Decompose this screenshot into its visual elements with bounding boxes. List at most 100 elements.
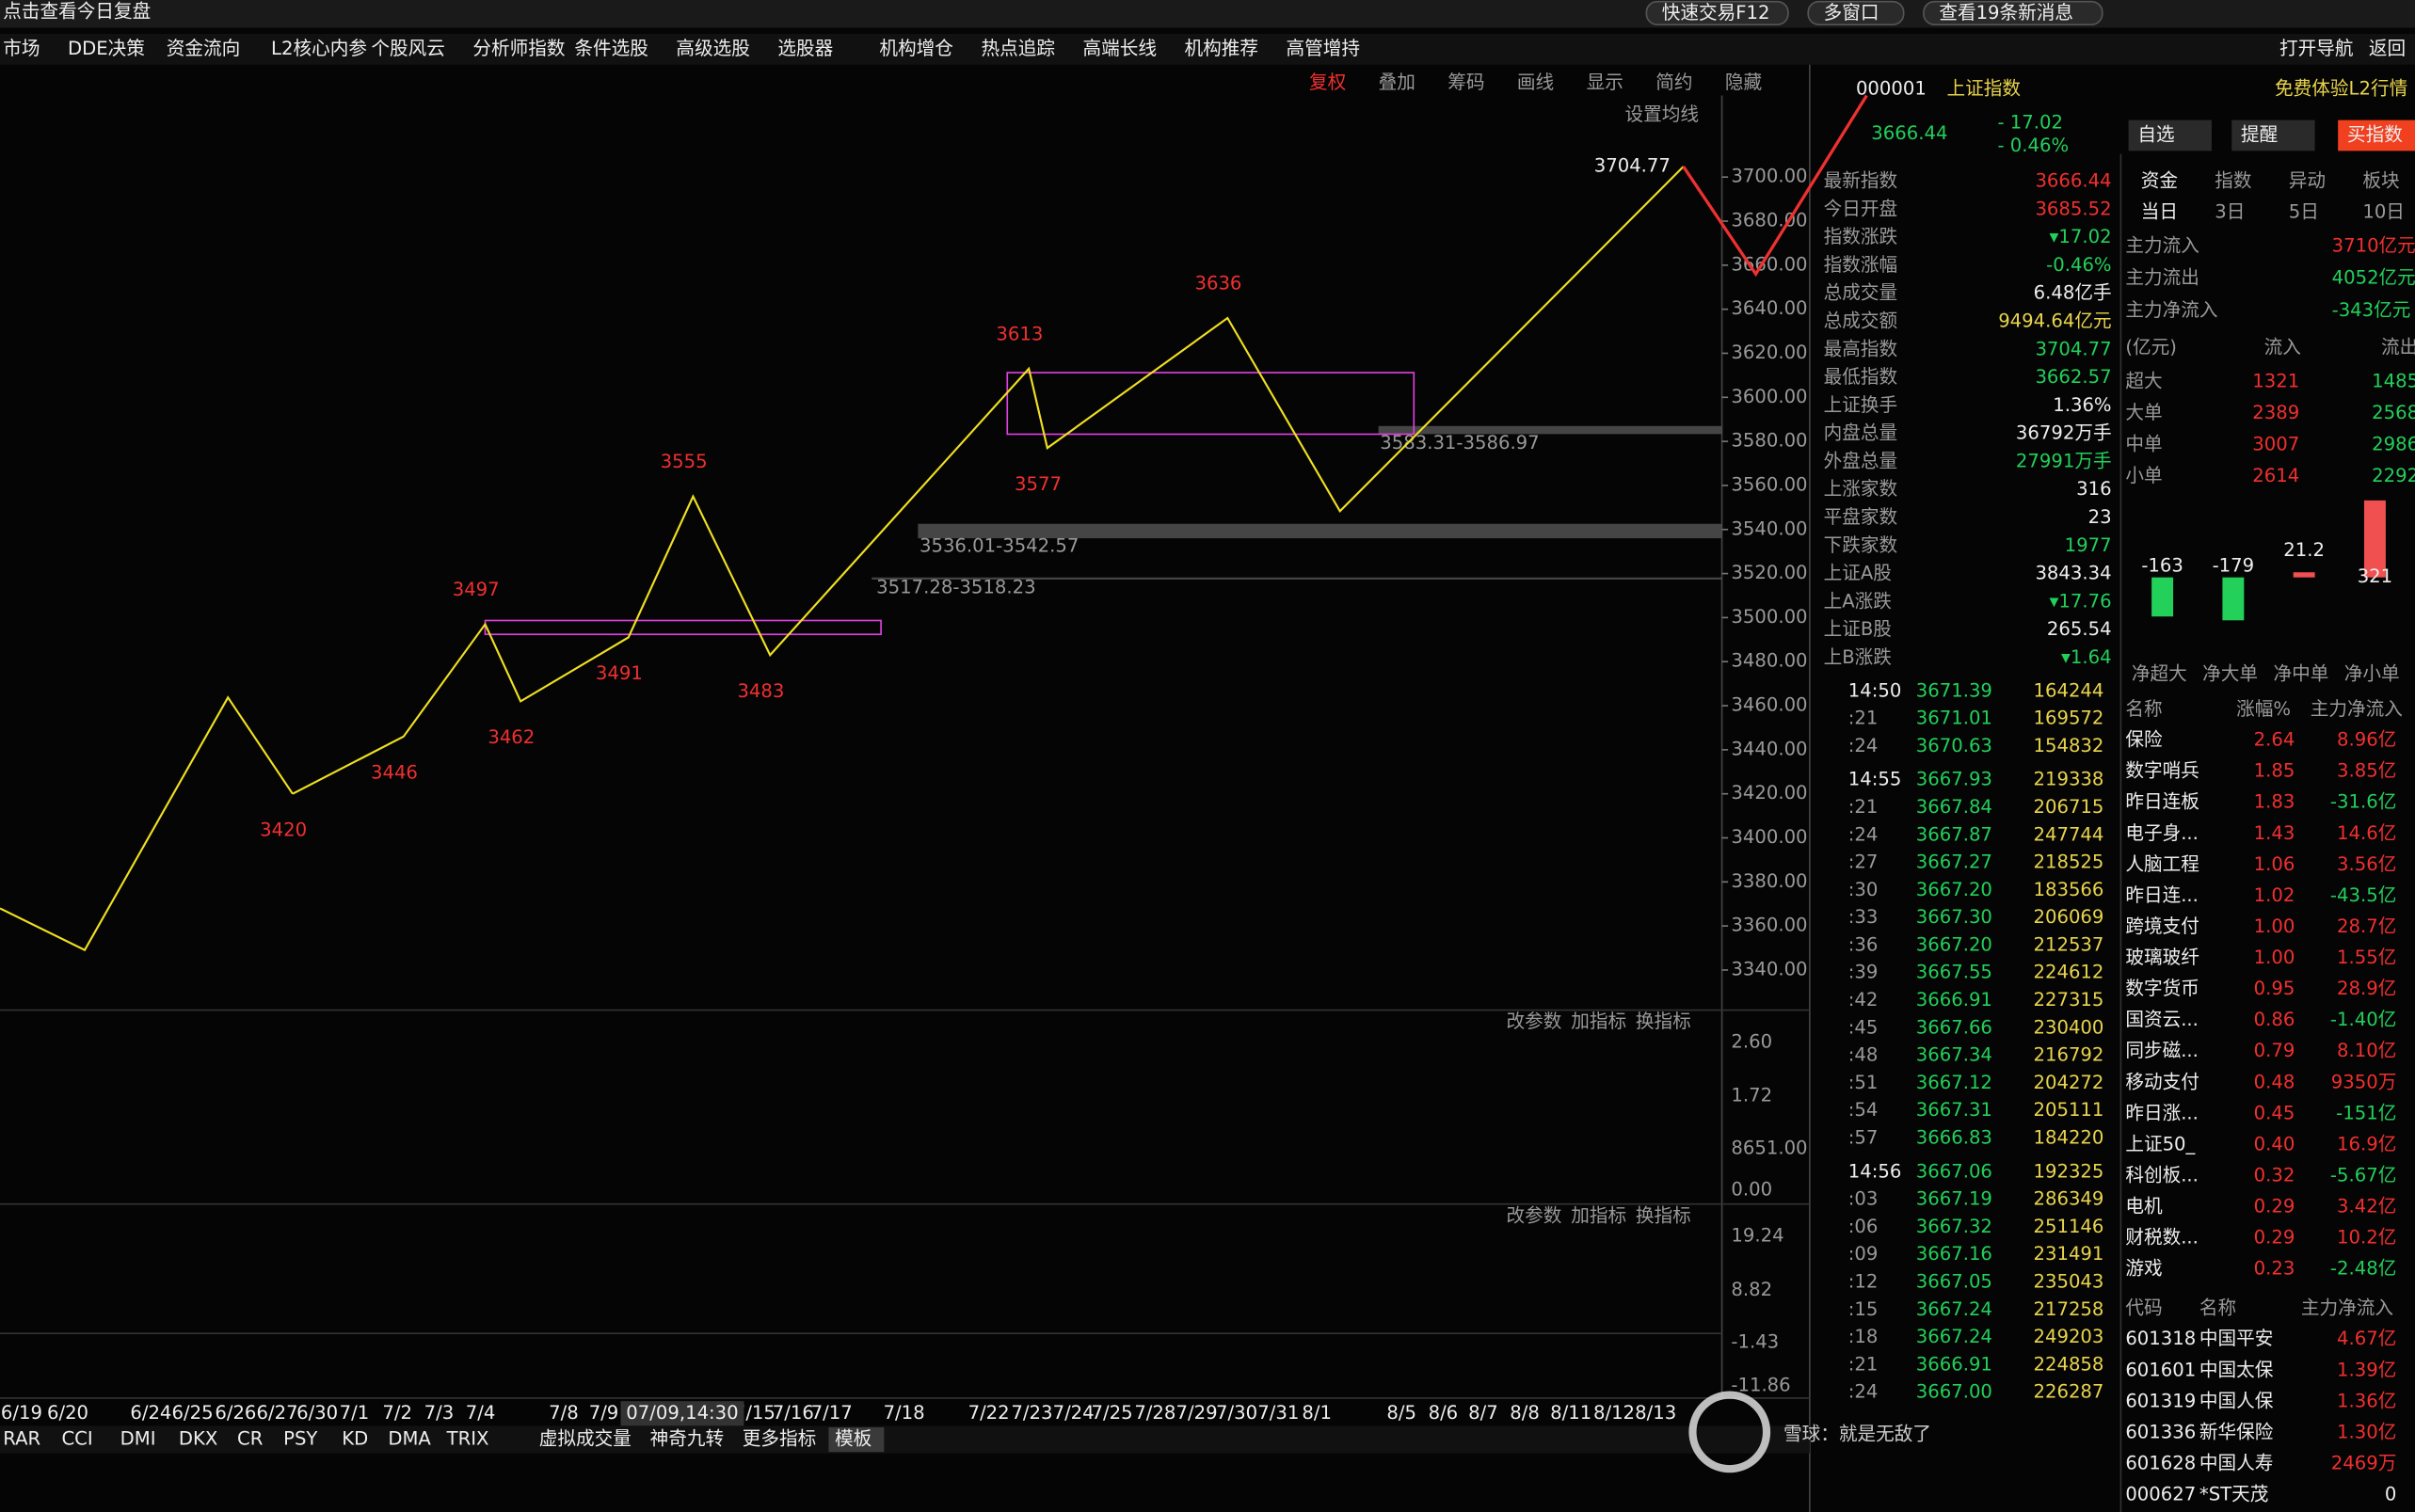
toolbar-item[interactable]: 画线	[1517, 72, 1554, 93]
panel-tool[interactable]: 改参数	[1506, 1011, 1561, 1032]
indicator-tab[interactable]: PSY	[283, 1428, 318, 1450]
panel-tool[interactable]: 加指标	[1571, 1204, 1626, 1226]
sector-name[interactable]: 昨日连...	[2125, 884, 2199, 906]
sector-name[interactable]: 电子身...	[2125, 822, 2199, 844]
toolbar-item[interactable]: 简约	[1655, 72, 1692, 93]
x-tick-label: 6/30	[296, 1402, 338, 1424]
indicator-tab[interactable]: RAR	[3, 1428, 40, 1450]
indicator-tab[interactable]: DMI	[120, 1428, 156, 1450]
menu-item[interactable]: 分析师指数	[472, 38, 565, 59]
side-button-label[interactable]: 买指数	[2347, 124, 2403, 146]
top-button[interactable]	[1923, 0, 2103, 26]
menu-item[interactable]: 个股风云	[371, 38, 445, 59]
top-button-label[interactable]: 多窗口	[1824, 2, 1879, 24]
sector-name[interactable]: 电机	[2125, 1195, 2163, 1217]
menu-item[interactable]: 机构推荐	[1184, 38, 1258, 59]
stock-code[interactable]: 601601	[2125, 1359, 2196, 1380]
stock-name[interactable]: *ST天茂	[2199, 1483, 2269, 1504]
side-button[interactable]	[2128, 119, 2212, 151]
indicator-tab[interactable]: DKX	[179, 1428, 217, 1450]
menu-item[interactable]: L2核心内参	[271, 38, 367, 59]
stock-name[interactable]: 中国人保	[2199, 1390, 2274, 1411]
menu-item[interactable]: 返回	[2369, 38, 2406, 59]
stock-name[interactable]: 中国人寿	[2199, 1452, 2274, 1473]
toolbar-item[interactable]: 显示	[1587, 72, 1623, 93]
stock-code[interactable]: 601319	[2125, 1390, 2196, 1411]
top-left-link[interactable]: 点击查看今日复盘	[3, 1, 151, 23]
sector-name[interactable]: 昨日涨...	[2125, 1102, 2199, 1123]
sector-name[interactable]: 游戏	[2125, 1258, 2162, 1280]
tick-price: 3667.55	[1916, 962, 1992, 983]
stock-name[interactable]: 新华保险	[2199, 1421, 2274, 1442]
fund-period[interactable]: 5日	[2289, 200, 2319, 222]
toolbar-item[interactable]: 叠加	[1379, 72, 1415, 93]
toolbar-item[interactable]: 隐藏	[1725, 72, 1762, 93]
stock-code[interactable]: 601628	[2125, 1452, 2196, 1473]
side-button[interactable]	[2231, 119, 2315, 151]
stock-name[interactable]: 中国平安	[2199, 1328, 2274, 1349]
sector-name[interactable]: 同步磁...	[2125, 1040, 2199, 1061]
indicator-tab[interactable]: TRIX	[446, 1428, 489, 1450]
stock-code[interactable]: 000627	[2125, 1483, 2196, 1504]
indicator-tab[interactable]: CCI	[61, 1428, 92, 1450]
indicator-tab[interactable]: 更多指标	[743, 1428, 816, 1450]
menu-item[interactable]: 打开导航	[2279, 38, 2354, 59]
menu-item[interactable]: 高端长线	[1082, 38, 1157, 59]
menu-item[interactable]: DDE决策	[68, 38, 145, 59]
indicator-tab[interactable]: 虚拟成交量	[539, 1428, 632, 1450]
sector-name[interactable]: 移动支付	[2125, 1071, 2199, 1092]
sector-name[interactable]: 数字货币	[2125, 978, 2199, 999]
stock-code[interactable]: 601336	[2125, 1421, 2196, 1442]
panel-tool[interactable]: 加指标	[1571, 1011, 1626, 1032]
sector-name[interactable]: 人脑工程	[2125, 853, 2199, 875]
sector-name[interactable]: 保险	[2125, 729, 2163, 751]
fund-period[interactable]: 10日	[2362, 200, 2405, 222]
panel-tool[interactable]: 换指标	[1636, 1204, 1691, 1226]
fund-period[interactable]: 3日	[2215, 200, 2245, 222]
toolbar-item[interactable]: 筹码	[1447, 72, 1484, 93]
side-button-label[interactable]: 提醒	[2241, 124, 2278, 146]
sector-name[interactable]: 财税数...	[2125, 1227, 2199, 1249]
indicator-tab[interactable]: CR	[237, 1428, 264, 1450]
sector-name[interactable]: 数字哨兵	[2125, 760, 2199, 782]
menu-item[interactable]: 高管增持	[1286, 38, 1360, 59]
indicator-tab[interactable]: KD	[342, 1428, 368, 1450]
indicator-tab[interactable]: 神奇九转	[650, 1428, 725, 1450]
sector-name[interactable]: 科创板...	[2125, 1164, 2199, 1186]
top-button[interactable]	[1645, 0, 1789, 26]
ma-setting[interactable]: 设置均线	[1624, 103, 1699, 125]
toolbar-item[interactable]: 复权	[1309, 72, 1346, 93]
fund-tab[interactable]: 板块	[2362, 170, 2399, 192]
sector-name[interactable]: 昨日连板	[2125, 791, 2199, 813]
indicator-tab[interactable]: 模板	[835, 1428, 872, 1450]
sector-name[interactable]: 国资云...	[2125, 1009, 2199, 1030]
indicator-tab[interactable]: DMA	[388, 1428, 431, 1450]
top-button-label[interactable]: 查看19条新消息	[1939, 2, 2073, 24]
fund-tab[interactable]: 资金	[2141, 170, 2179, 192]
menu-item[interactable]: 市场	[3, 38, 40, 59]
menu-item[interactable]: 高级选股	[676, 38, 750, 59]
side-button[interactable]	[2338, 119, 2415, 151]
pivot-label: 3555	[661, 451, 708, 472]
stock-code[interactable]: 601318	[2125, 1328, 2196, 1349]
top-button-label[interactable]: 快速交易F12	[1662, 2, 1770, 24]
fund-tab[interactable]: 异动	[2289, 170, 2326, 192]
side-button-label[interactable]: 免费体验L2行情	[2275, 77, 2407, 99]
sector-name[interactable]: 跨境支付	[2125, 915, 2199, 937]
stock-name[interactable]: 中国太保	[2199, 1359, 2274, 1380]
top-button[interactable]	[1807, 0, 1905, 26]
menu-item[interactable]: 条件选股	[574, 38, 648, 59]
tab-active[interactable]	[828, 1426, 885, 1453]
menu-item[interactable]: 资金流向	[167, 38, 241, 59]
fund-period[interactable]: 当日	[2141, 200, 2178, 222]
sector-name[interactable]: 上证50_	[2125, 1133, 2195, 1154]
panel-tool[interactable]: 改参数	[1506, 1204, 1561, 1226]
fund-tab[interactable]: 指数	[2215, 170, 2252, 192]
menu-item[interactable]: 热点追踪	[981, 38, 1055, 59]
menu-item[interactable]: 机构增仓	[879, 38, 953, 59]
side-button-label[interactable]: 自选	[2137, 124, 2174, 146]
panel-tool[interactable]: 换指标	[1636, 1011, 1691, 1032]
menu-item[interactable]: 选股器	[777, 38, 833, 59]
sector-name[interactable]: 玻璃玻纤	[2125, 947, 2199, 968]
